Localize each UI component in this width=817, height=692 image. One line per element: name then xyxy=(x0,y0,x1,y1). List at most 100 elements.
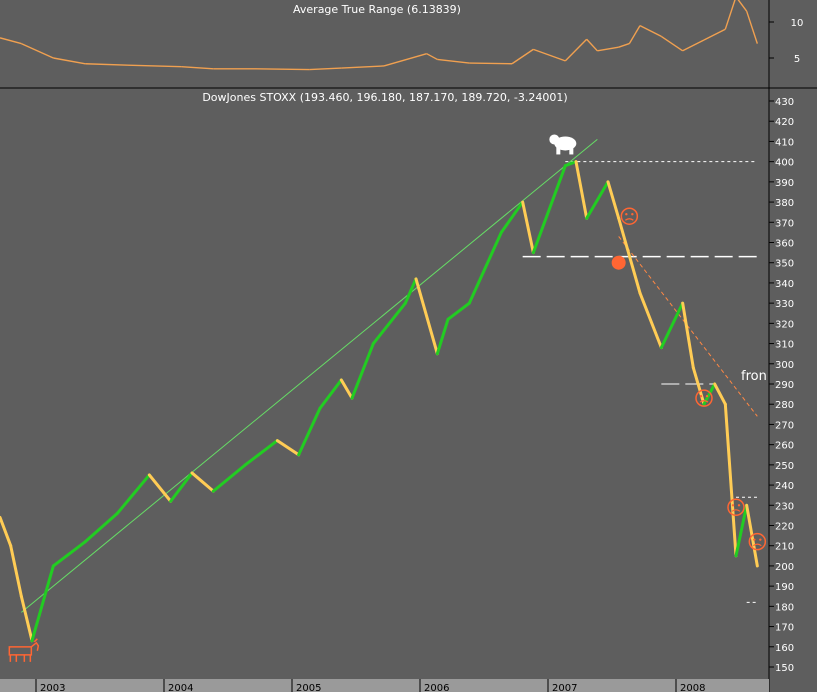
price-segment xyxy=(723,402,738,558)
price-tick-label: 350 xyxy=(775,259,794,270)
price-segment xyxy=(115,473,151,515)
price-segment xyxy=(371,301,407,346)
frown-icon xyxy=(620,207,639,225)
price-segment xyxy=(467,230,503,305)
atr-segment xyxy=(85,63,129,66)
price-segment xyxy=(499,200,525,234)
atr-segment xyxy=(469,62,513,65)
atr-segment xyxy=(0,37,22,45)
price-segment xyxy=(30,564,55,643)
atr-tick-label: 10 xyxy=(791,18,804,29)
price-segment xyxy=(318,378,343,410)
bull-icon-legs xyxy=(9,654,32,662)
price-tick-label: 330 xyxy=(775,299,794,310)
price-tick-label: 240 xyxy=(775,481,794,492)
bear-icon-leg xyxy=(569,147,574,155)
frown-icon-eye xyxy=(737,504,741,507)
atr-segment xyxy=(564,38,588,62)
atr-segment xyxy=(660,35,684,52)
time-axis xyxy=(0,679,769,692)
price-segment xyxy=(19,594,34,643)
price-tick-label: 200 xyxy=(775,562,794,573)
frown-icon xyxy=(727,498,745,517)
price-segment xyxy=(521,200,535,255)
frown-icon-face xyxy=(727,498,745,517)
price-tick-label: 250 xyxy=(775,461,794,472)
frown-icon-face xyxy=(695,389,713,407)
price-segment xyxy=(9,544,23,598)
price-tick-label: 170 xyxy=(775,623,794,634)
price-tick-label: 370 xyxy=(775,218,794,229)
price-segment xyxy=(734,503,749,558)
bear-icon-body xyxy=(554,136,577,151)
price-tick-label: 220 xyxy=(775,522,794,533)
price-segment xyxy=(211,463,247,493)
time-tick-label: 2004 xyxy=(168,683,193,692)
price-tick-label: 430 xyxy=(775,97,794,108)
price-segment xyxy=(563,160,578,168)
bull-icon-head xyxy=(30,638,40,651)
price-segment xyxy=(638,291,663,350)
atr-segment xyxy=(426,53,438,61)
price-segment xyxy=(339,378,354,400)
atr-segment xyxy=(618,42,630,48)
price-tick-label: 230 xyxy=(775,501,794,512)
atr-title: Average True Range (6.13839) xyxy=(293,3,461,16)
atr-segment xyxy=(181,65,214,70)
partial-annotation-label: fron xyxy=(741,369,767,384)
atr-segment xyxy=(511,48,534,65)
price-tick-label: 380 xyxy=(775,198,794,209)
frown-icon-face xyxy=(620,207,639,225)
price-segment xyxy=(617,216,642,295)
price-segment xyxy=(403,277,418,305)
price-segment xyxy=(713,382,727,406)
price-tick-label: 300 xyxy=(775,360,794,371)
frown-icon-eye xyxy=(699,394,703,398)
atr-segment xyxy=(586,38,598,52)
price-segment xyxy=(243,439,279,467)
price-tick-label: 410 xyxy=(775,137,794,148)
frown-icon-mouth xyxy=(624,218,634,221)
frown-icon-eye xyxy=(631,213,634,216)
frown-icon-eye xyxy=(759,538,762,541)
frown-icon-mouth xyxy=(731,509,741,512)
price-segment xyxy=(350,342,375,400)
frown-icon-eye xyxy=(625,213,628,216)
frown-icon-face xyxy=(748,532,767,551)
price-segment xyxy=(51,540,87,568)
atr-segment xyxy=(682,39,705,52)
price-segment xyxy=(169,471,194,503)
price-segment xyxy=(606,180,621,220)
price-tick-label: 400 xyxy=(775,158,794,169)
price-tick-label: 190 xyxy=(775,582,794,593)
frown-icon-eye xyxy=(705,394,709,398)
price-tick-label: 320 xyxy=(775,319,794,330)
price-segment xyxy=(691,366,706,406)
atr-tick-label: 5 xyxy=(794,54,800,65)
price-tick-label: 280 xyxy=(775,400,794,411)
bull-icon-body xyxy=(8,646,33,656)
price-tick-label: 310 xyxy=(775,340,794,351)
price-segment xyxy=(446,301,471,321)
price-tick-label: 180 xyxy=(775,602,794,613)
time-tick-label: 2008 xyxy=(680,683,705,692)
price-tick-label: 290 xyxy=(775,380,794,391)
price-segment xyxy=(83,511,119,544)
time-tick-label: 2007 xyxy=(552,683,577,692)
atr-segment xyxy=(21,42,54,59)
price-tick-label: 160 xyxy=(775,643,794,654)
atr-segment xyxy=(383,53,427,67)
price-tick-label: 340 xyxy=(775,279,794,290)
price-segment xyxy=(190,471,215,493)
atr-segment xyxy=(639,24,662,38)
bear-icon xyxy=(549,134,577,155)
price-segment xyxy=(414,277,439,356)
atr-segment xyxy=(703,28,726,41)
frown-icon-eye xyxy=(753,538,756,541)
atr-segment xyxy=(341,65,385,69)
atr-segment xyxy=(53,57,86,65)
frown-icon xyxy=(748,532,767,551)
atr-segment xyxy=(255,68,310,71)
